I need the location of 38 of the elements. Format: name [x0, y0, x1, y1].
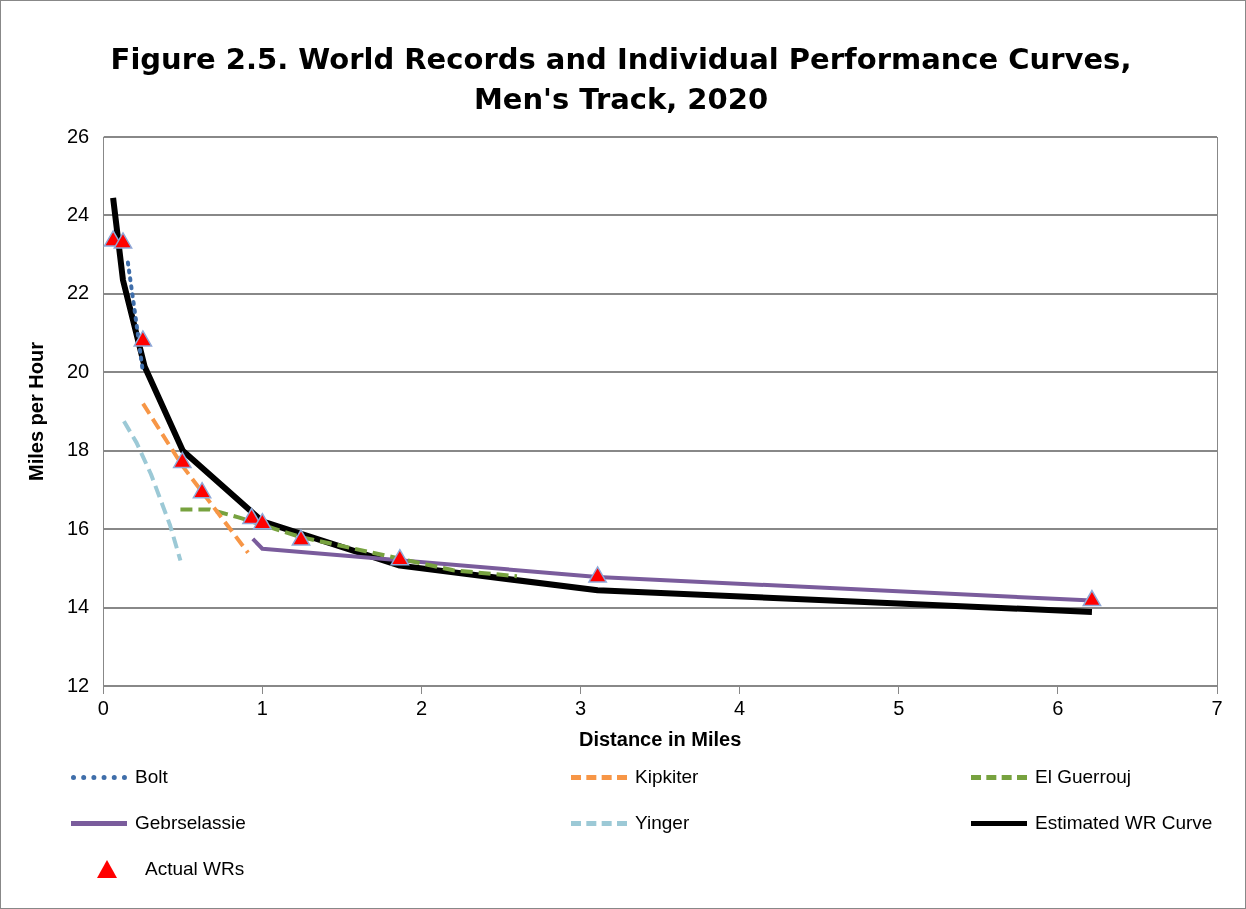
legend-label: Estimated WR Curve	[1035, 812, 1213, 834]
x-tick-label: 4	[734, 696, 746, 719]
y-tick-label: 12	[67, 673, 90, 696]
x-tick-label: 6	[1052, 696, 1064, 719]
line-series	[121, 419, 183, 563]
x-tick-label: 0	[97, 696, 109, 719]
y-tick-label: 24	[67, 202, 90, 225]
y-tick-label: 14	[67, 595, 90, 618]
y-tick-label: 22	[67, 281, 90, 304]
point	[390, 548, 410, 566]
legend-label: Actual WRs	[145, 858, 245, 880]
x-tick-label: 1	[256, 696, 268, 719]
y-tick-label: 18	[67, 438, 90, 461]
legend-label: Bolt	[135, 766, 168, 788]
point	[172, 451, 192, 469]
x-tick-label: 7	[1211, 696, 1223, 719]
point	[588, 566, 607, 583]
legend-label: Kipkiter	[635, 766, 699, 788]
x-tick-label: 5	[893, 696, 905, 719]
point	[192, 481, 212, 499]
chart-title: Figure 2.5. World Records and Individual Performance Curves, Men's Track, 2020	[109, 41, 1133, 118]
point	[1082, 589, 1102, 607]
line-series	[178, 507, 519, 579]
point	[242, 507, 261, 525]
x-tick-label: 2	[415, 696, 428, 719]
x-tick-label: 3	[575, 696, 587, 719]
point	[133, 330, 153, 347]
y-axis-title: Miles per Hour	[24, 341, 47, 481]
legend-label: Gebrselassie	[135, 812, 246, 834]
legend-label: El Guerrouj	[1035, 766, 1132, 788]
legend-label: Yinger	[635, 812, 690, 834]
point	[252, 512, 272, 530]
x-axis-title: Distance in Miles	[578, 727, 742, 750]
y-tick-label: 26	[67, 124, 90, 147]
y-tick-label: 16	[67, 516, 90, 539]
point	[291, 529, 311, 546]
y-tick-label: 20	[67, 359, 90, 382]
point	[113, 232, 133, 249]
